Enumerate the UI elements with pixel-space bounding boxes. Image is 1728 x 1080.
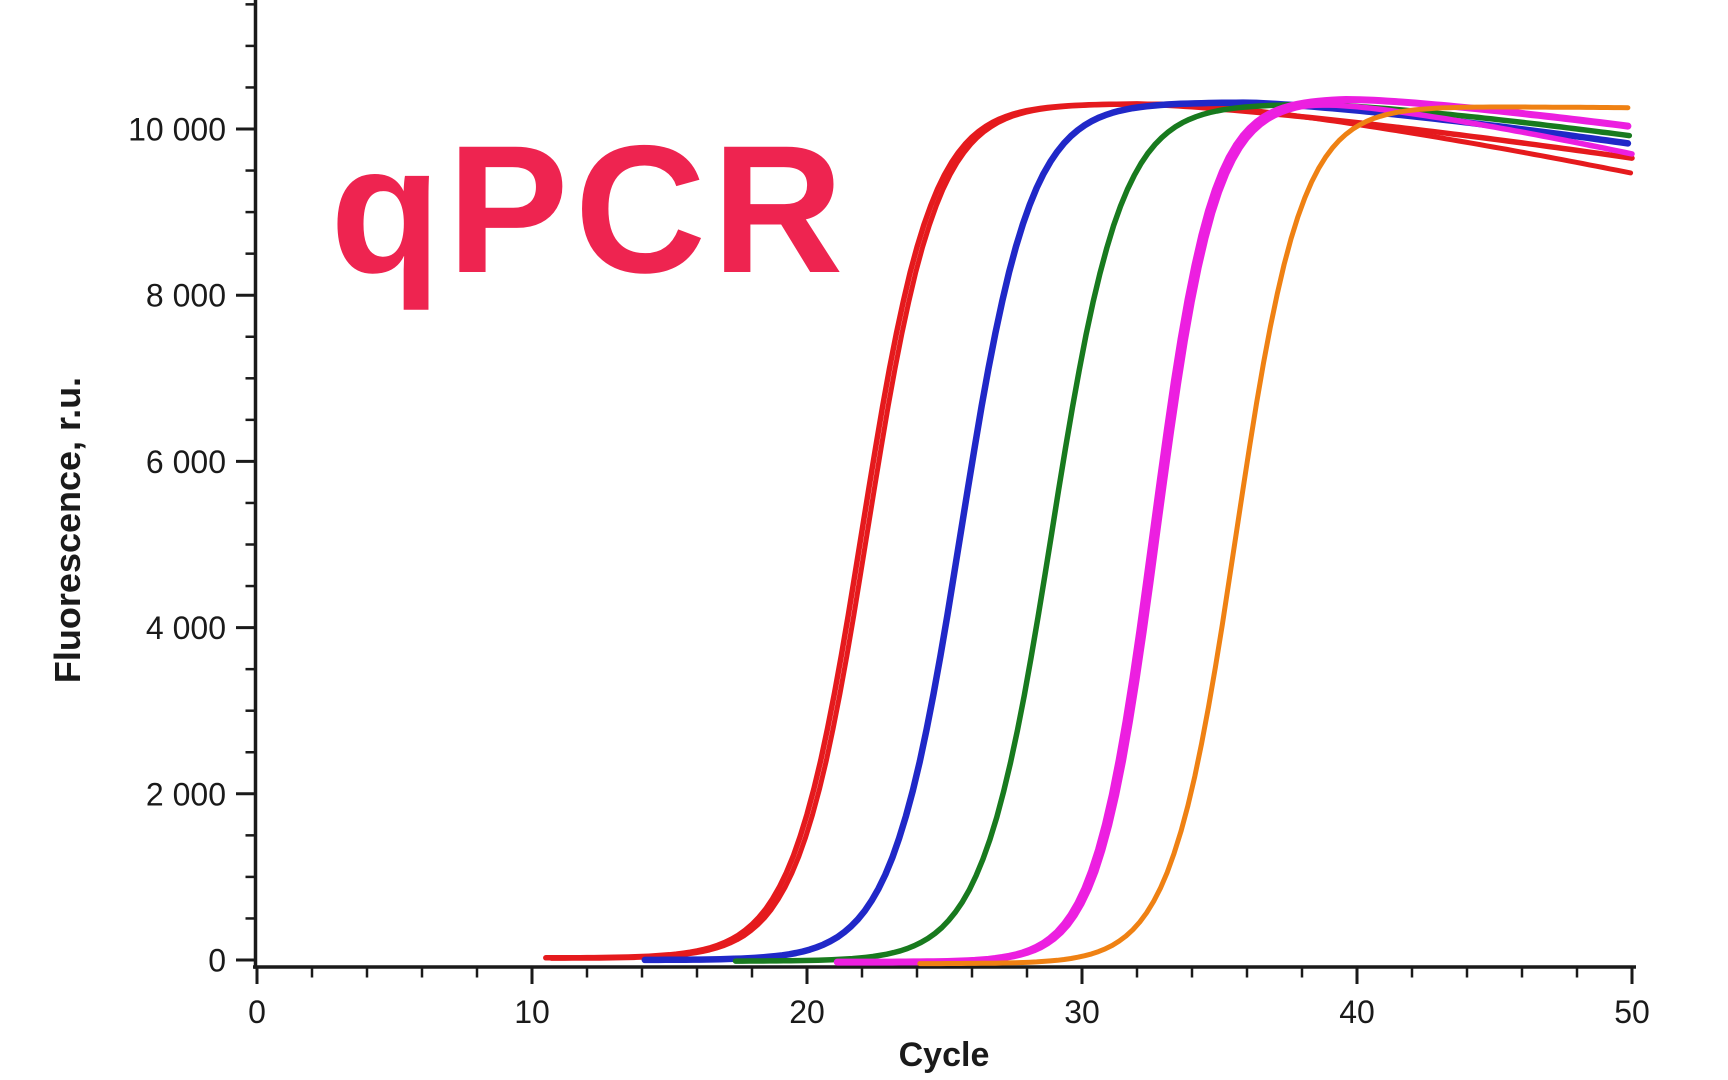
x-tick-label: 20 [789,994,825,1030]
y-tick-label: 4 000 [146,610,226,646]
qpcr-watermark: qPCR [330,107,850,311]
y-tick-label: 0 [208,943,226,979]
y-tick-label: 8 000 [146,278,226,314]
x-tick-label: 30 [1064,994,1100,1030]
x-tick-label: 0 [248,994,266,1030]
series-green-trace [732,101,1633,964]
y-tick-label: 6 000 [146,444,226,480]
y-axis-title: Fluorescence, r.u. [47,376,88,684]
x-tick-label: 50 [1614,994,1650,1030]
x-axis-title: Cycle [898,1036,990,1074]
x-tick-label: 40 [1339,994,1375,1030]
y-tick-label: 2 000 [146,776,226,812]
series-red-trace-a [543,101,1635,961]
series-magenta-trace-a [833,96,1632,966]
x-tick-label: 10 [514,994,550,1030]
series-orange-trace [917,104,1631,967]
y-tick-label: 10 000 [128,112,226,148]
